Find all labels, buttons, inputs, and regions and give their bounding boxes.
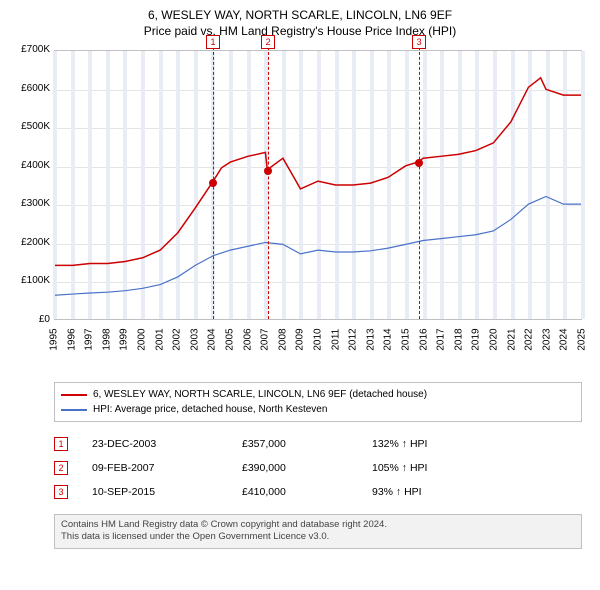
sale-index-box: 1	[54, 437, 68, 451]
x-axis-label: 2014	[383, 325, 394, 355]
x-axis-label: 2018	[453, 325, 464, 355]
table-row: 2 09-FEB-2007£390,000105% ↑ HPI	[54, 456, 582, 480]
x-axis-label: 2005	[225, 325, 236, 355]
y-axis-label: £200K	[10, 237, 50, 248]
y-axis-label: £400K	[10, 160, 50, 171]
sale-pct-vs-hpi: 93% ↑ HPI	[372, 486, 582, 498]
x-axis-label: 2019	[471, 325, 482, 355]
series-line	[55, 78, 581, 266]
y-axis-label: £700K	[10, 44, 50, 55]
x-axis-label: 1999	[119, 325, 130, 355]
sale-marker-dot	[264, 167, 272, 175]
x-axis-label: 2023	[541, 325, 552, 355]
sale-price: £357,000	[242, 438, 372, 450]
x-axis-label: 2015	[401, 325, 412, 355]
x-axis-label: 2001	[154, 325, 165, 355]
y-axis-label: £100K	[10, 275, 50, 286]
x-axis-label: 2003	[189, 325, 200, 355]
legend-row: 6, WESLEY WAY, NORTH SCARLE, LINCOLN, LN…	[61, 387, 575, 402]
x-axis-label: 1998	[101, 325, 112, 355]
x-axis-label: 1996	[66, 325, 77, 355]
x-axis-label: 2002	[172, 325, 183, 355]
x-axis-label: 2000	[137, 325, 148, 355]
chart-title-line1: 6, WESLEY WAY, NORTH SCARLE, LINCOLN, LN…	[10, 8, 590, 22]
x-axis-label: 2012	[348, 325, 359, 355]
x-axis-label: 2009	[295, 325, 306, 355]
sale-index-box: 2	[54, 461, 68, 475]
x-axis-label: 2025	[577, 325, 588, 355]
x-axis-label: 2010	[313, 325, 324, 355]
y-axis-label: £500K	[10, 121, 50, 132]
x-axis-label: 2013	[365, 325, 376, 355]
sale-price: £410,000	[242, 486, 372, 498]
sale-marker-line	[213, 37, 214, 319]
sale-marker-dot	[415, 159, 423, 167]
x-axis-label: 1997	[84, 325, 95, 355]
y-axis-label: £0	[10, 314, 50, 325]
x-axis-label: 2024	[559, 325, 570, 355]
legend-row: HPI: Average price, detached house, Nort…	[61, 402, 575, 417]
sale-price: £390,000	[242, 462, 372, 474]
sale-pct-vs-hpi: 132% ↑ HPI	[372, 438, 582, 450]
sales-table: 1 23-DEC-2003£357,000132% ↑ HPI 2 09-FEB-20…	[54, 432, 582, 504]
x-axis-label: 2016	[418, 325, 429, 355]
series-line	[55, 197, 581, 296]
x-axis-label: 2011	[330, 325, 341, 355]
sale-date: 09-FEB-2007	[92, 462, 242, 474]
x-axis-label: 2017	[436, 325, 447, 355]
sale-date: 23-DEC-2003	[92, 438, 242, 450]
y-axis-label: £300K	[10, 198, 50, 209]
footer-line-2: This data is licensed under the Open Gov…	[61, 531, 575, 543]
x-axis-label: 2022	[524, 325, 535, 355]
legend-swatch	[61, 409, 87, 411]
x-axis-label: 2004	[207, 325, 218, 355]
footer-line-1: Contains HM Land Registry data © Crown c…	[61, 519, 575, 531]
x-axis-label: 2007	[260, 325, 271, 355]
legend-label: HPI: Average price, detached house, Nort…	[93, 404, 327, 415]
x-axis-label: 1995	[49, 325, 60, 355]
x-axis-label: 2006	[242, 325, 253, 355]
sale-marker-box: 1	[206, 35, 220, 49]
chart-title-line2: Price paid vs. HM Land Registry's House …	[10, 24, 590, 38]
sale-index-box: 3	[54, 485, 68, 499]
attribution-footer: Contains HM Land Registry data © Crown c…	[54, 514, 582, 549]
table-row: 1 23-DEC-2003£357,000132% ↑ HPI	[54, 432, 582, 456]
sale-marker-line	[268, 37, 269, 319]
legend-box: 6, WESLEY WAY, NORTH SCARLE, LINCOLN, LN…	[54, 382, 582, 422]
sale-marker-line	[419, 37, 420, 319]
sale-marker-box: 3	[412, 35, 426, 49]
sale-pct-vs-hpi: 105% ↑ HPI	[372, 462, 582, 474]
legend-swatch	[61, 394, 87, 396]
x-axis-label: 2008	[277, 325, 288, 355]
plot-region: 123	[54, 50, 582, 320]
y-axis-label: £600K	[10, 83, 50, 94]
table-row: 3 10-SEP-2015£410,00093% ↑ HPI	[54, 480, 582, 504]
chart-area: £0 £100K £200K £300K £400K £500K £600K £700K 12…	[10, 44, 590, 374]
sale-marker-dot	[209, 179, 217, 187]
sale-marker-box: 2	[261, 35, 275, 49]
sale-date: 10-SEP-2015	[92, 486, 242, 498]
x-axis-label: 2020	[489, 325, 500, 355]
legend-label: 6, WESLEY WAY, NORTH SCARLE, LINCOLN, LN…	[93, 389, 427, 400]
x-axis-label: 2021	[506, 325, 517, 355]
